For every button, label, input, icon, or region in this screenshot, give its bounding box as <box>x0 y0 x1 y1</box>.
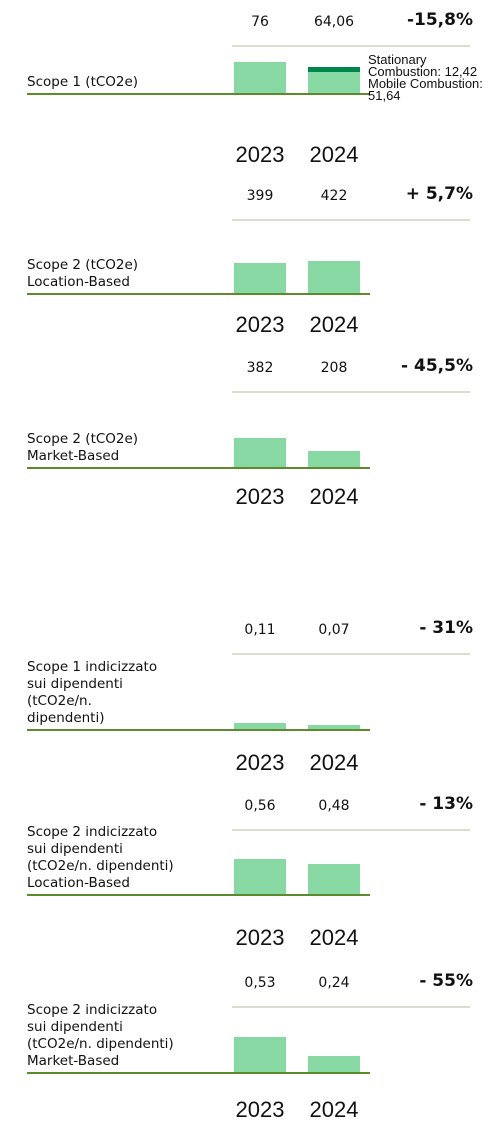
rule <box>232 391 470 393</box>
x-tick-label: 2023 <box>235 142 285 167</box>
x-tick-label: 2023 <box>235 312 285 337</box>
bar-segment <box>308 71 360 93</box>
baseline <box>27 729 370 731</box>
value-label: 76 <box>251 14 269 30</box>
x-tick-label: 2024 <box>309 925 359 950</box>
chart-title: sui dipendenti <box>27 1019 123 1035</box>
x-tick-label: 2024 <box>309 484 359 509</box>
chart-title: Scope 2 indicizzato <box>27 824 158 840</box>
value-label: 0,24 <box>318 975 350 991</box>
rule <box>232 1006 470 1008</box>
chart-title: sui dipendenti <box>27 841 123 857</box>
x-tick-label: 2023 <box>235 925 285 950</box>
value-label: 399 <box>246 188 274 204</box>
baseline <box>27 894 370 896</box>
bar <box>308 725 360 729</box>
chart-title: Market-Based <box>27 1053 120 1069</box>
chart-title: Location-Based <box>27 875 130 891</box>
baseline <box>27 93 370 95</box>
x-tick-label: 2023 <box>235 1097 285 1122</box>
bar <box>234 263 286 293</box>
chart-title: Scope 2 indicizzato <box>27 1002 158 1018</box>
value-label: 64,06 <box>313 14 355 30</box>
chart-title: Location-Based <box>27 274 130 290</box>
bar <box>308 1056 360 1072</box>
value-label: 0,56 <box>244 798 276 814</box>
rule <box>232 653 470 655</box>
change-label: - 55% <box>419 971 473 991</box>
bar <box>234 437 286 467</box>
chart-title: dipendenti) <box>27 710 105 726</box>
value-label: 0,11 <box>244 622 276 638</box>
bar <box>234 859 286 894</box>
baseline <box>27 467 370 469</box>
chart-title: Market-Based <box>27 448 120 464</box>
value-label: 0,48 <box>318 798 350 814</box>
change-label: + 5,7% <box>405 184 473 204</box>
change-label: -15,8% <box>406 10 473 30</box>
chart-title: (tCO2e/n. dipendenti) <box>27 1036 174 1052</box>
rule <box>232 829 470 831</box>
x-tick-label: 2023 <box>235 484 285 509</box>
chart-title: Scope 2 (tCO2e) <box>27 257 139 273</box>
rule <box>232 45 470 47</box>
chart-title: sui dipendenti <box>27 676 123 692</box>
chart-title: Scope 1 indicizzato <box>27 659 158 675</box>
bar <box>234 722 286 729</box>
value-label: 0,53 <box>244 975 276 991</box>
value-label: 382 <box>246 360 274 376</box>
rule <box>232 219 470 221</box>
baseline <box>27 1072 370 1074</box>
x-tick-label: 2024 <box>309 1097 359 1122</box>
value-label: 422 <box>320 188 348 204</box>
chart-title: Scope 1 (tCO2e) <box>27 74 139 90</box>
value-label: 0,07 <box>318 622 350 638</box>
value-label: 208 <box>320 360 348 376</box>
change-label: - 31% <box>419 618 473 638</box>
segment-label: Mobile Combustion: 51,64 <box>368 76 483 103</box>
change-label: - 45,5% <box>401 356 473 376</box>
x-tick-label: 2024 <box>309 750 359 775</box>
baseline <box>27 293 370 295</box>
chart-title: Scope 2 (tCO2e) <box>27 431 139 447</box>
chart-title: (tCO2e/n. <box>27 693 92 709</box>
x-tick-label: 2023 <box>235 750 285 775</box>
bar <box>308 261 360 293</box>
chart-title: (tCO2e/n. dipendenti) <box>27 858 174 874</box>
bar-segment <box>308 66 360 72</box>
segment-label: Stationary Combustion: 12,42 <box>368 52 478 79</box>
bar <box>234 61 286 93</box>
x-tick-label: 2024 <box>309 142 359 167</box>
bar <box>234 1036 286 1072</box>
change-label: - 13% <box>419 794 473 814</box>
x-tick-label: 2024 <box>309 312 359 337</box>
bar <box>308 864 360 894</box>
bar <box>308 451 360 467</box>
